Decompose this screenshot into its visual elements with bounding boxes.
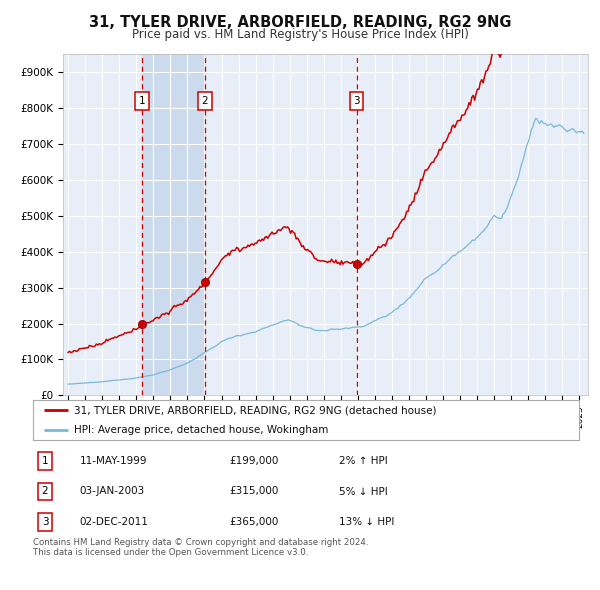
Text: 1: 1 bbox=[41, 457, 49, 466]
Text: 13% ↓ HPI: 13% ↓ HPI bbox=[339, 517, 394, 526]
Text: £199,000: £199,000 bbox=[230, 457, 279, 466]
Text: 31, TYLER DRIVE, ARBORFIELD, READING, RG2 9NG (detached house): 31, TYLER DRIVE, ARBORFIELD, READING, RG… bbox=[74, 405, 436, 415]
Text: 1: 1 bbox=[139, 96, 146, 106]
Text: 11-MAY-1999: 11-MAY-1999 bbox=[79, 457, 147, 466]
Text: 3: 3 bbox=[41, 517, 49, 526]
Text: Contains HM Land Registry data © Crown copyright and database right 2024.
This d: Contains HM Land Registry data © Crown c… bbox=[33, 538, 368, 558]
Text: Price paid vs. HM Land Registry's House Price Index (HPI): Price paid vs. HM Land Registry's House … bbox=[131, 28, 469, 41]
Text: £365,000: £365,000 bbox=[230, 517, 279, 526]
Text: 2: 2 bbox=[41, 487, 49, 496]
Text: £315,000: £315,000 bbox=[230, 487, 279, 496]
Text: 03-JAN-2003: 03-JAN-2003 bbox=[79, 487, 145, 496]
Text: 2% ↑ HPI: 2% ↑ HPI bbox=[339, 457, 388, 466]
Text: 31, TYLER DRIVE, ARBORFIELD, READING, RG2 9NG: 31, TYLER DRIVE, ARBORFIELD, READING, RG… bbox=[89, 15, 511, 30]
Bar bbox=[142, 54, 205, 395]
Text: HPI: Average price, detached house, Wokingham: HPI: Average price, detached house, Woki… bbox=[74, 425, 328, 435]
Text: 5% ↓ HPI: 5% ↓ HPI bbox=[339, 487, 388, 496]
Text: 3: 3 bbox=[353, 96, 360, 106]
Text: 02-DEC-2011: 02-DEC-2011 bbox=[79, 517, 148, 526]
Text: 2: 2 bbox=[202, 96, 208, 106]
